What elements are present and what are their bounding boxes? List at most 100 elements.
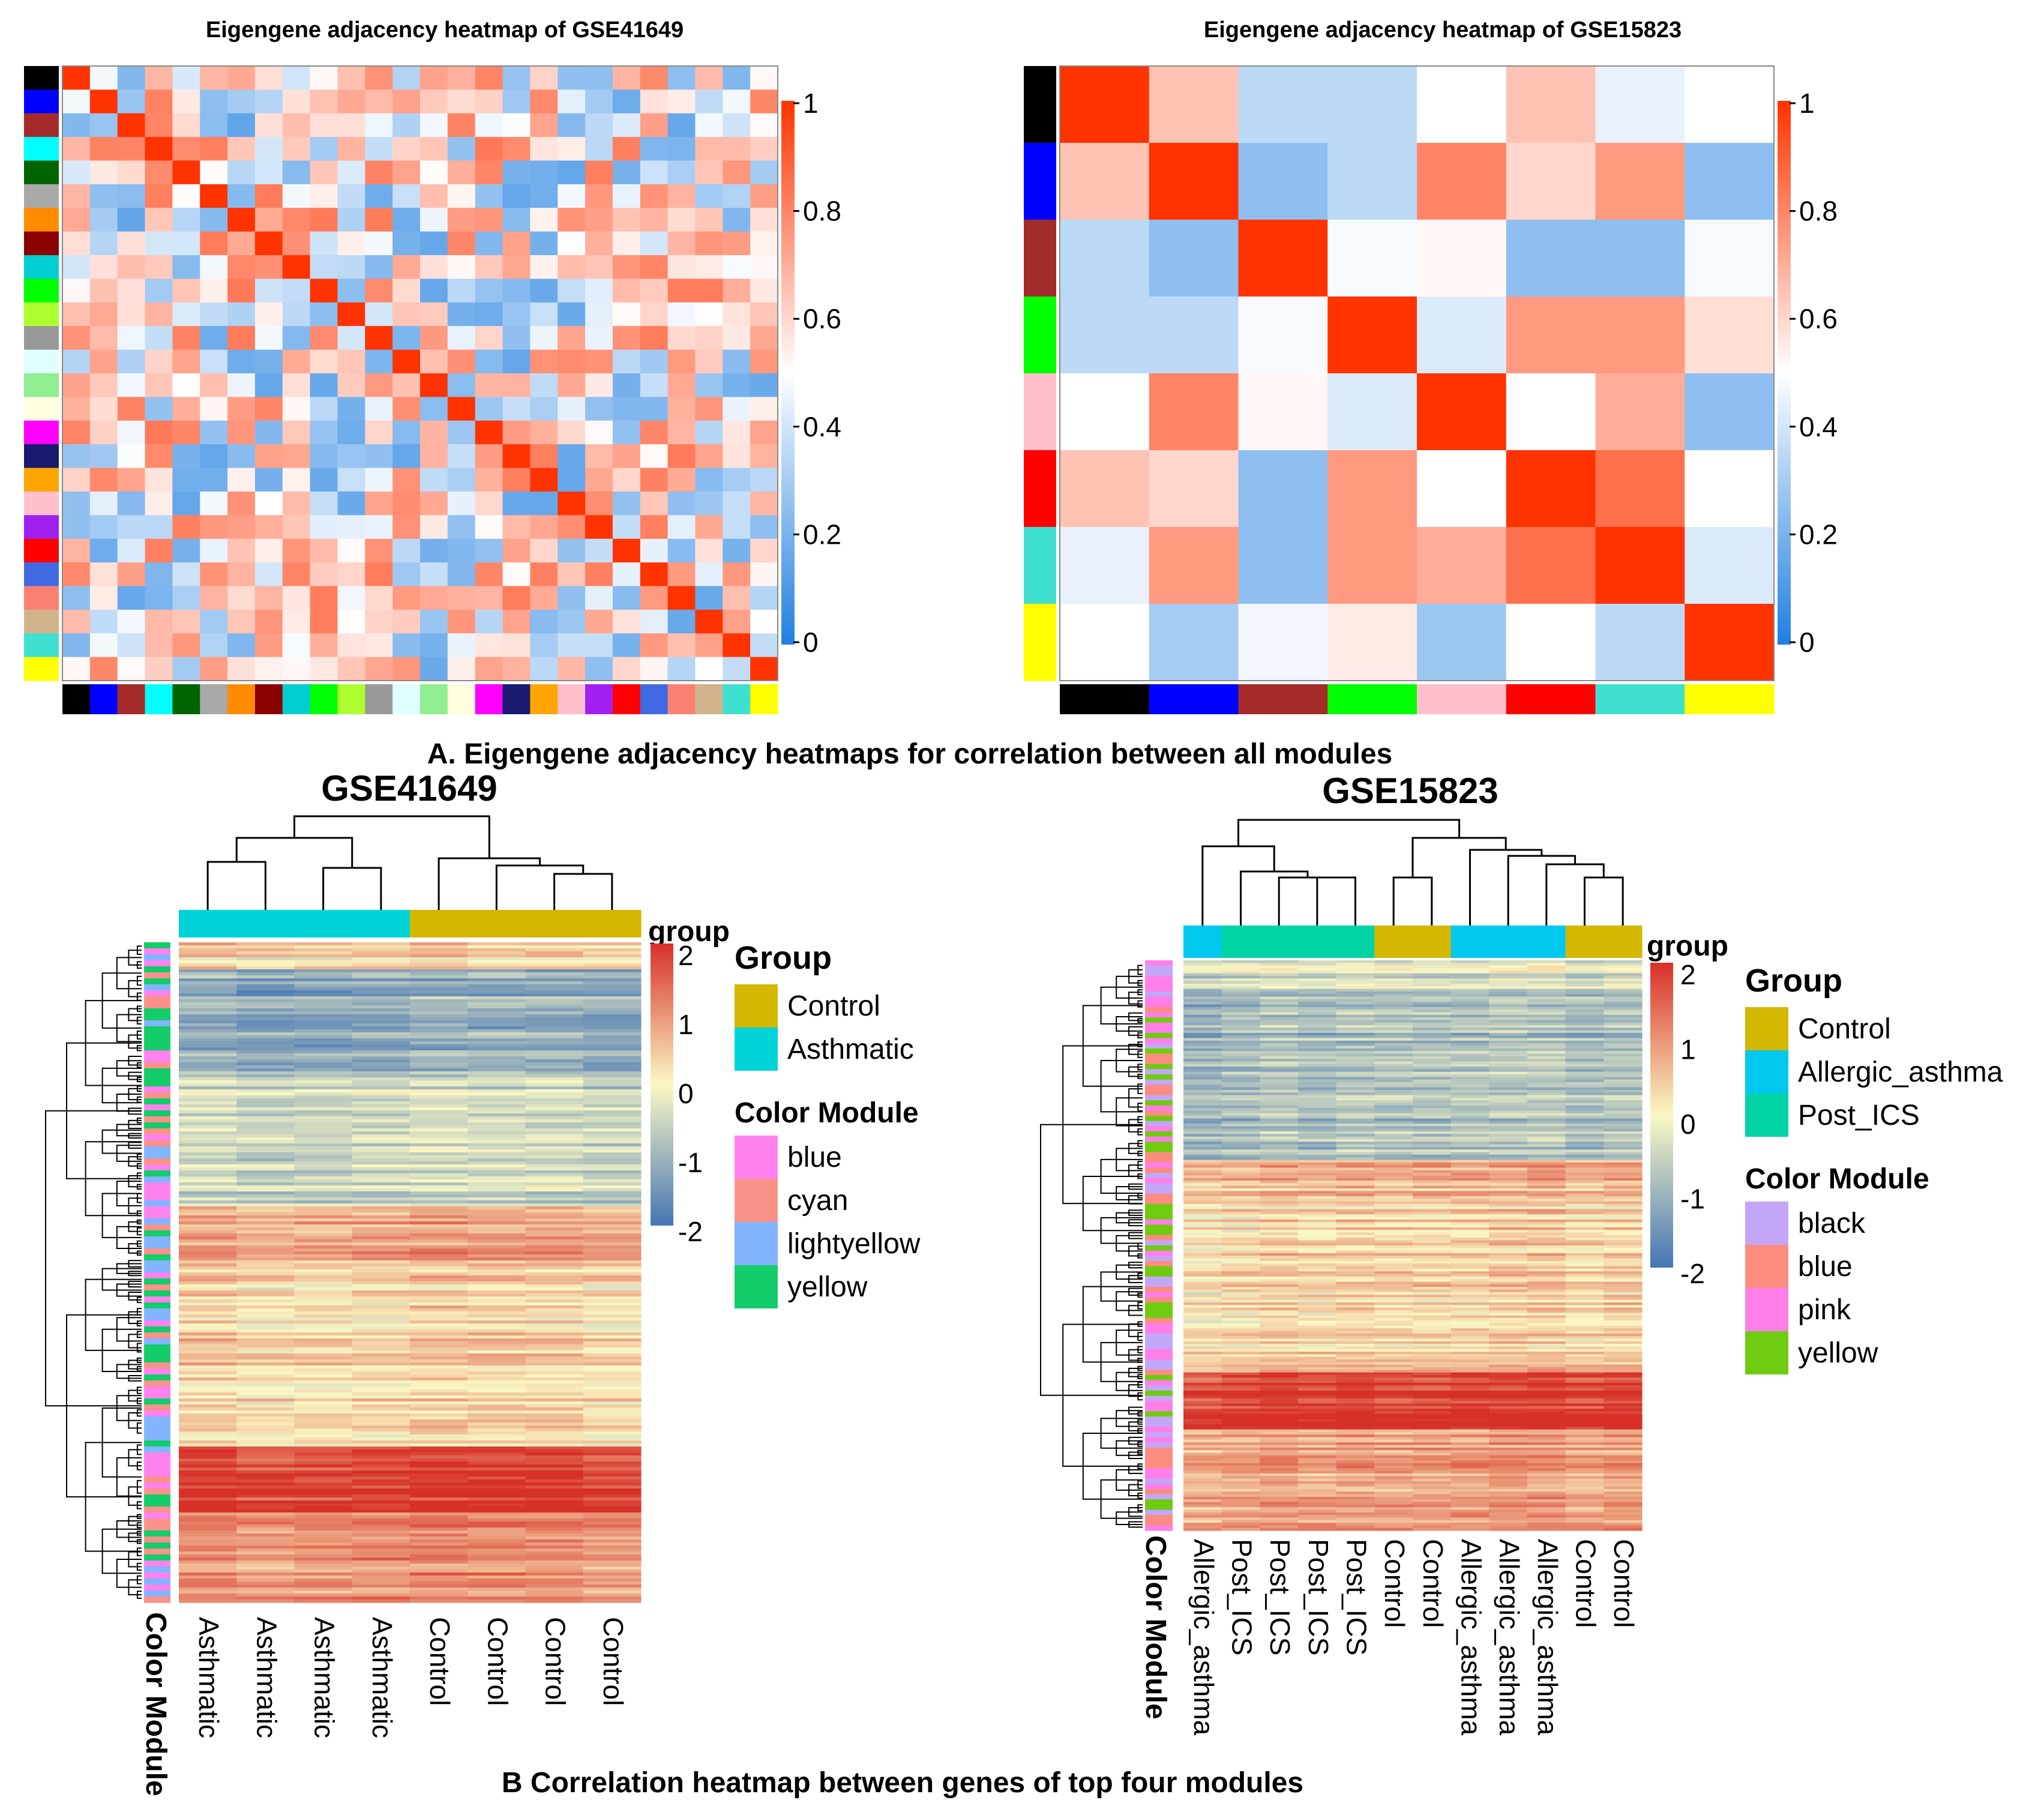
heatmap-cell [410,1531,468,1534]
heatmap-cell [310,184,338,208]
heatmap-cell [410,1047,468,1051]
legend-title-module: Color Module [735,1097,919,1129]
heatmap-cell [1489,1051,1528,1055]
heatmap-cell [583,1206,642,1210]
heatmap-cell [1298,981,1337,984]
column-label: Asthmatic [309,1617,340,1738]
heatmap-cell [1413,1240,1452,1244]
heatmap-cell [475,349,503,374]
heatmap-cell [1260,1175,1299,1179]
heatmap-cell [525,1552,584,1555]
heatmap-cell [1221,1118,1260,1122]
heatmap-cell [1374,1271,1413,1275]
heatmap-cell [352,1299,410,1303]
heatmap-cell [583,1131,642,1135]
heatmap-cell [179,1368,237,1372]
heatmap-cell [352,1218,410,1222]
heatmap-cell [352,1549,410,1552]
heatmap-cell [117,349,146,374]
heatmap-cell [750,231,778,256]
heatmap-cell [525,1116,584,1120]
heatmap-cell [467,1056,526,1060]
heatmap-cell [1604,1124,1643,1127]
heatmap-cell [502,397,531,421]
heatmap-cell [1183,1299,1222,1303]
heatmap-cell [1565,1346,1604,1350]
heatmap-cell [1336,1092,1375,1096]
heatmap-cell [525,978,584,982]
heatmap-cell [294,1098,353,1102]
heatmap-cell [410,1230,468,1234]
heatmap-cell [294,1347,353,1351]
heatmap-cell [352,1143,410,1147]
heatmap-cell [62,538,91,563]
heatmap-cell [1298,1232,1337,1236]
heatmap-cell [236,1416,295,1420]
heatmap-cell [1565,991,1604,995]
legend-item: blue [787,1142,842,1173]
heatmap-cell [1298,1146,1337,1150]
heatmap-cell [447,113,476,137]
heatmap-cell [294,1344,353,1348]
heatmap-cell [583,1368,642,1372]
heatmap-cell [583,1531,642,1534]
heatmap-cell [1527,1315,1566,1319]
heatmap-cell [352,1467,410,1471]
dendrogram-branch [1201,845,1275,926]
heatmap-cell [1527,1276,1566,1280]
heatmap-cell [1527,1032,1566,1036]
heatmap-cell [1604,1152,1643,1155]
heatmap-cell [1527,1268,1566,1272]
module-annotation [144,1158,170,1165]
heatmap-cell [294,1245,353,1249]
heatmap-cell [1221,1089,1260,1093]
heatmap-cell [1336,1089,1375,1093]
heatmap-cell [282,586,311,610]
heatmap-cell [1489,1346,1528,1350]
heatmap-cell [1221,1142,1260,1145]
heatmap-cell [525,1122,584,1126]
heatmap-cell [352,1434,410,1438]
heatmap-cell [352,1395,410,1399]
module-annotation [1145,1219,1173,1226]
module-annotation [1145,971,1173,977]
heatmap-cell [1604,1178,1643,1181]
heatmap-cell [1336,1146,1375,1150]
legend-swatch [735,1136,778,1179]
heatmap-cell [1489,1103,1528,1106]
heatmap-cell [352,1242,410,1246]
module-annotation [144,1194,170,1201]
heatmap-cell [179,942,237,946]
heatmap-cell [640,586,669,610]
heatmap-cell [410,1212,468,1216]
heatmap-cell [467,1068,526,1072]
heatmap-cell [502,137,531,161]
heatmap-cell [1413,1139,1452,1142]
heatmap-cell [1298,1103,1337,1106]
heatmap-cell [1374,1085,1413,1088]
adjacency-heatmap-gse41649: Eigengene adjacency heatmap of GSE41649 … [24,17,841,714]
heatmap-cell [1565,1299,1604,1303]
heatmap-cell [179,1443,237,1447]
heatmap-cell [1260,1336,1299,1340]
module-swatch-black [1024,66,1056,143]
heatmap-cell [1413,1222,1452,1226]
heatmap-cell [583,1041,642,1045]
heatmap-cell [236,1398,295,1402]
heatmap-cell [1450,1010,1489,1013]
heatmap-cell [1336,1203,1375,1207]
heatmap-cell [525,1570,584,1573]
heatmap-cell [236,1582,295,1585]
heatmap-cell [352,1482,410,1486]
heatmap-cell [447,208,476,232]
heatmap-cell [1336,1139,1375,1142]
colorbar-tick-label: 0.2 [803,519,841,550]
heatmap-cell [583,1257,642,1261]
heatmap-cell [1149,66,1239,143]
heatmap-cell [1260,1069,1299,1073]
heatmap-cell [352,1224,410,1228]
heatmap-cell [254,444,283,469]
heatmap-cell [1604,1338,1643,1342]
heatmap-cell [1489,1313,1528,1316]
heatmap-cell [62,231,91,256]
